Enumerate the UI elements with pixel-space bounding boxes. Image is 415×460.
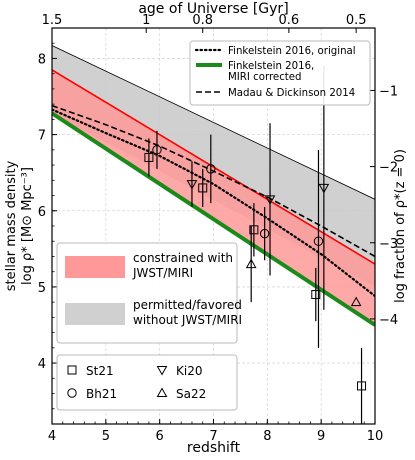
bands-layer <box>52 45 375 325</box>
data-point-square <box>198 168 208 207</box>
x-axis-label: redshift <box>187 440 241 456</box>
legend-band-swatch <box>65 256 125 278</box>
x-tick-label: 9 <box>317 429 325 444</box>
point-marker <box>206 164 216 174</box>
y-tick-label: 8 <box>38 52 46 67</box>
data-point-square <box>357 347 367 424</box>
point-marker <box>313 236 324 246</box>
legend-band-label: constrained with <box>133 251 233 265</box>
y-axis-label-line2: log ρ* [M⊙ Mpc⁻³] <box>20 167 35 285</box>
point-marker <box>350 296 362 307</box>
axes-layer: 4 5 6 7 8 9 10 4 5 6 7 8 1.5 1 0.8 0.6 0.5 −1 −2 −3 −4 <box>38 13 398 444</box>
legend-marker-symbol <box>67 365 77 375</box>
legend-line-label: Finkelstein 2016, original <box>228 46 356 57</box>
legend-markers: St21 Ki20 Bh21 Sa22 <box>56 354 238 411</box>
point-marker <box>245 258 257 269</box>
series-line <box>52 111 375 327</box>
legend-marker-symbol <box>67 388 77 398</box>
legend-markers-frame <box>56 354 238 411</box>
band-upper-edge <box>52 69 375 265</box>
legends-layer: Finkelstein 2016, original Finkelstein 20… <box>56 40 371 411</box>
point-marker <box>198 183 208 193</box>
data-point-square <box>144 138 154 177</box>
y-axis-label-line1: stellar mass density <box>4 160 19 291</box>
x-tick-label: 7 <box>209 429 217 444</box>
top-axis-label: age of Universe [Gyr] <box>138 1 288 17</box>
point-marker <box>264 195 276 205</box>
data-point-triangle_up <box>350 296 362 307</box>
series-line <box>52 104 375 258</box>
y-tick-label: 4 <box>38 357 46 372</box>
band-fill <box>52 69 375 325</box>
right-tick-label: −4 <box>379 313 398 328</box>
top-tick-label: 0.6 <box>279 13 300 28</box>
right-axis-label: log fraction of ρ*(z = 0) <box>393 149 408 303</box>
legend-band-swatch <box>65 303 125 325</box>
legend-lines: Finkelstein 2016, original Finkelstein 20… <box>189 40 371 106</box>
y-tick-label: 7 <box>38 129 46 144</box>
x-tick-label: 6 <box>156 429 164 444</box>
lines-layer <box>52 104 375 327</box>
right-tick-label: −2 <box>379 161 398 176</box>
data-point-circle <box>206 134 216 204</box>
legend-line-label: Finkelstein 2016, <box>228 61 314 72</box>
legend-marker-symbol <box>156 387 168 397</box>
legend-marker-label: Ki20 <box>176 364 202 378</box>
point-marker <box>144 152 154 162</box>
point-marker <box>357 381 367 391</box>
x-tick-label: 10 <box>367 429 384 444</box>
top-tick-label: 0.8 <box>192 13 213 28</box>
legend-marker-label: Sa22 <box>176 387 206 401</box>
point-marker <box>186 180 198 190</box>
data-point-square <box>249 203 259 257</box>
legend-marker-label: St21 <box>86 364 114 378</box>
data-point-circle <box>259 206 270 261</box>
right-tick-label: −1 <box>379 84 398 99</box>
x-tick-label: 4 <box>48 429 56 444</box>
legend-marker-symbol <box>156 366 168 376</box>
legend-lines-frame <box>189 40 371 106</box>
band-upper-edge <box>52 45 375 200</box>
point-marker <box>311 290 321 300</box>
data-point-triangle_up <box>245 226 257 303</box>
data-point-triangle_down <box>318 66 330 310</box>
x-tick-label: 8 <box>263 429 271 444</box>
data-point-triangle_down <box>264 123 276 276</box>
y-tick-label: 6 <box>38 205 46 220</box>
point-marker <box>318 183 330 194</box>
point-marker <box>259 228 270 239</box>
legend-line-label: MIRI corrected <box>228 72 302 83</box>
point-marker <box>152 145 162 155</box>
top-tick-label: 0.5 <box>346 13 367 28</box>
data-point-circle <box>313 149 324 348</box>
series-line <box>52 108 375 298</box>
legend-band-label: JWST/MIRI <box>132 266 193 280</box>
data-point-triangle_down <box>186 161 198 207</box>
top-tick-label: 1.5 <box>42 13 63 28</box>
legend-marker-label: Bh21 <box>86 387 117 401</box>
data-point-square <box>311 267 321 322</box>
legend-band-label: permitted/favored <box>133 298 242 312</box>
legend-line-label: Madau & Dickinson 2014 <box>228 88 355 99</box>
x-tick-label: 5 <box>102 429 110 444</box>
legend-band-label: without JWST/MIRI <box>133 313 242 327</box>
y-tick-label: 5 <box>38 281 46 296</box>
data-point-circle <box>152 130 162 169</box>
right-tick-label: −3 <box>379 237 398 252</box>
points-layer <box>144 66 367 424</box>
top-tick-label: 1 <box>142 13 150 28</box>
point-marker <box>249 225 259 235</box>
